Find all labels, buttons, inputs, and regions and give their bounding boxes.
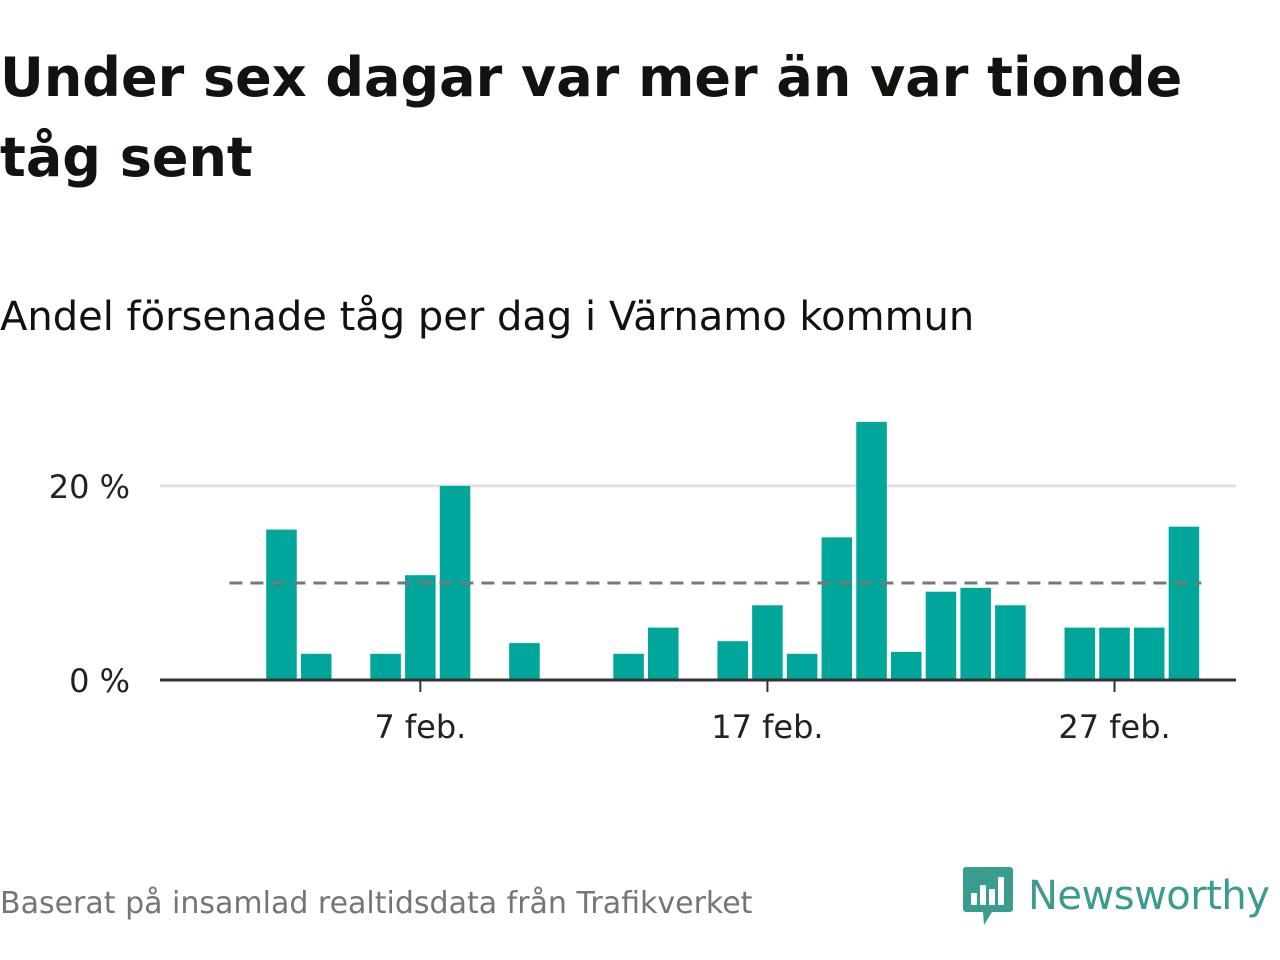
- bar[interactable]: [613, 653, 644, 680]
- bar[interactable]: [1064, 627, 1096, 680]
- bar[interactable]: [405, 575, 436, 680]
- bar[interactable]: [648, 627, 679, 680]
- chart-title: Under sex dagar var mer än var tionde tå…: [0, 46, 1183, 189]
- bar[interactable]: [752, 605, 783, 680]
- bar[interactable]: [1133, 627, 1165, 680]
- x-tick-label: 17 feb.: [711, 708, 823, 746]
- y-tick-label: 0 %: [69, 662, 130, 700]
- bar-chart: 7 feb. 17 feb. 27 feb. 0 % 20 %: [49, 421, 1236, 746]
- bar[interactable]: [786, 653, 818, 680]
- chart-subtitle: Andel försenade tåg per dag i Värnamo ko…: [0, 294, 975, 340]
- axes: [160, 678, 1236, 692]
- brand-logo[interactable]: Newsworthy: [962, 864, 1270, 928]
- bar[interactable]: [821, 537, 853, 680]
- bars: [266, 421, 1200, 680]
- bar[interactable]: [925, 591, 957, 680]
- bar[interactable]: [717, 641, 748, 680]
- tick-labels: 7 feb. 17 feb. 27 feb. 0 % 20 %: [49, 468, 1171, 746]
- bar[interactable]: [960, 587, 991, 680]
- bar[interactable]: [370, 653, 401, 680]
- brand-name: Newsworthy: [1028, 873, 1270, 919]
- bar[interactable]: [300, 653, 332, 680]
- bar[interactable]: [266, 529, 297, 680]
- newsworthy-chart-bubble-icon: [963, 867, 1013, 925]
- bar[interactable]: [856, 421, 887, 680]
- bar[interactable]: [1099, 627, 1130, 680]
- bar[interactable]: [995, 605, 1026, 680]
- bar[interactable]: [509, 643, 540, 680]
- bar[interactable]: [890, 651, 922, 680]
- x-tick-label: 7 feb.: [374, 708, 466, 746]
- y-tick-label: 20 %: [49, 468, 130, 506]
- bar[interactable]: [1168, 526, 1200, 680]
- x-tick-label: 27 feb.: [1058, 708, 1170, 746]
- source-note: Baserat på insamlad realtidsdata från Tr…: [0, 886, 753, 921]
